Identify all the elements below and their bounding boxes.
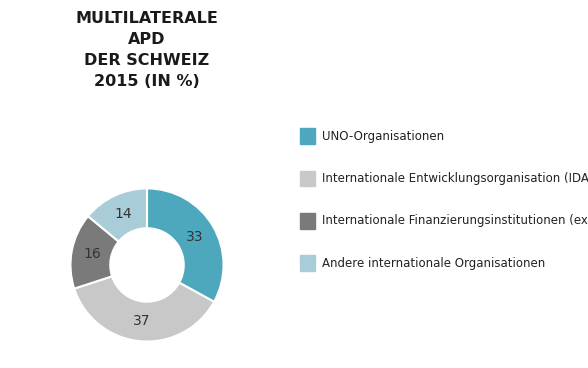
- Text: Andere internationale Organisationen: Andere internationale Organisationen: [322, 256, 546, 270]
- Text: 37: 37: [133, 314, 151, 328]
- Text: 16: 16: [83, 248, 101, 262]
- Wedge shape: [71, 216, 119, 289]
- Wedge shape: [147, 188, 223, 302]
- Text: 33: 33: [186, 230, 204, 244]
- Text: Internationale Entwicklungsorganisation (IDA): Internationale Entwicklungsorganisation …: [322, 172, 588, 185]
- Text: 14: 14: [115, 208, 132, 222]
- Text: MULTILATERALE
APD
DER SCHWEIZ
2015 (IN %): MULTILATERALE APD DER SCHWEIZ 2015 (IN %…: [76, 11, 218, 89]
- Wedge shape: [88, 188, 147, 241]
- Text: UNO-Organisationen: UNO-Organisationen: [322, 130, 445, 143]
- Wedge shape: [74, 276, 214, 342]
- Text: Internationale Finanzierungsinstitutionen (exkl. IDA): Internationale Finanzierungsinstitutione…: [322, 214, 588, 227]
